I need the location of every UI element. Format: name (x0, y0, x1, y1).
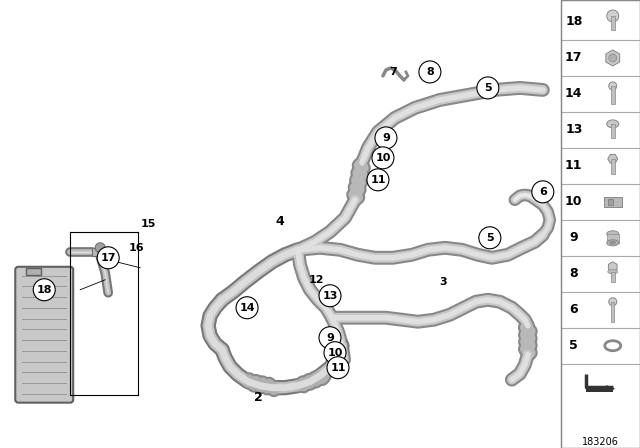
Text: 7: 7 (389, 67, 397, 77)
Bar (92, 248, 108, 256)
Circle shape (477, 77, 499, 99)
Bar (611, 16, 615, 30)
Text: 4: 4 (276, 215, 284, 228)
Text: 3: 3 (439, 277, 447, 287)
Text: 17: 17 (100, 253, 116, 263)
Circle shape (609, 298, 617, 306)
Bar (611, 124, 615, 138)
Text: 18: 18 (565, 16, 582, 29)
Text: 11: 11 (330, 363, 346, 373)
Circle shape (372, 147, 394, 169)
Ellipse shape (608, 270, 618, 274)
Bar (611, 272, 615, 282)
Circle shape (532, 181, 554, 203)
Bar (608, 199, 612, 205)
Text: 5: 5 (484, 83, 492, 93)
Circle shape (367, 169, 389, 191)
Text: 6: 6 (539, 187, 547, 197)
Text: 14: 14 (565, 87, 582, 100)
Text: 8: 8 (426, 67, 434, 77)
Text: 17: 17 (565, 52, 582, 65)
Text: 8: 8 (570, 267, 578, 280)
Text: 1: 1 (340, 363, 348, 373)
Ellipse shape (607, 231, 619, 237)
Circle shape (609, 82, 617, 90)
Bar (561, 0, 640, 448)
Text: 13: 13 (323, 291, 338, 301)
Bar (611, 302, 614, 322)
Circle shape (319, 285, 341, 307)
Ellipse shape (611, 241, 615, 244)
Text: 16: 16 (129, 243, 144, 253)
Bar (607, 234, 619, 243)
Circle shape (327, 357, 349, 379)
Bar (611, 159, 615, 174)
Text: 10: 10 (375, 153, 390, 163)
Text: 183206: 183206 (582, 437, 619, 447)
FancyBboxPatch shape (26, 268, 41, 275)
Circle shape (479, 227, 501, 249)
Circle shape (607, 10, 619, 22)
Circle shape (324, 342, 346, 364)
Text: 10: 10 (327, 348, 342, 358)
Text: 11: 11 (370, 175, 386, 185)
Text: 5: 5 (486, 233, 493, 243)
Text: 18: 18 (36, 285, 52, 295)
Text: 9: 9 (326, 333, 334, 343)
Bar (561, 0, 640, 448)
Polygon shape (608, 155, 618, 163)
Polygon shape (606, 50, 620, 66)
Text: 12: 12 (308, 275, 324, 285)
Bar (611, 86, 615, 104)
Ellipse shape (607, 120, 619, 128)
Ellipse shape (607, 240, 619, 246)
Text: 11: 11 (565, 159, 582, 172)
Text: 9: 9 (382, 133, 390, 143)
Bar (604, 197, 621, 207)
Circle shape (319, 327, 341, 349)
Text: 15: 15 (140, 219, 156, 229)
Polygon shape (609, 262, 617, 272)
Circle shape (95, 243, 105, 253)
Text: 6: 6 (570, 303, 578, 316)
Bar (586, 387, 612, 392)
Text: 14: 14 (239, 303, 255, 313)
Text: 5: 5 (570, 339, 578, 352)
Circle shape (375, 127, 397, 149)
Circle shape (106, 248, 114, 256)
Circle shape (236, 297, 258, 319)
Circle shape (97, 247, 119, 269)
Circle shape (609, 54, 617, 62)
Text: 2: 2 (253, 391, 262, 404)
Circle shape (419, 61, 441, 83)
Circle shape (33, 279, 55, 301)
Text: 13: 13 (565, 123, 582, 136)
Text: 9: 9 (570, 231, 578, 244)
FancyBboxPatch shape (15, 267, 73, 403)
Text: 10: 10 (565, 195, 582, 208)
